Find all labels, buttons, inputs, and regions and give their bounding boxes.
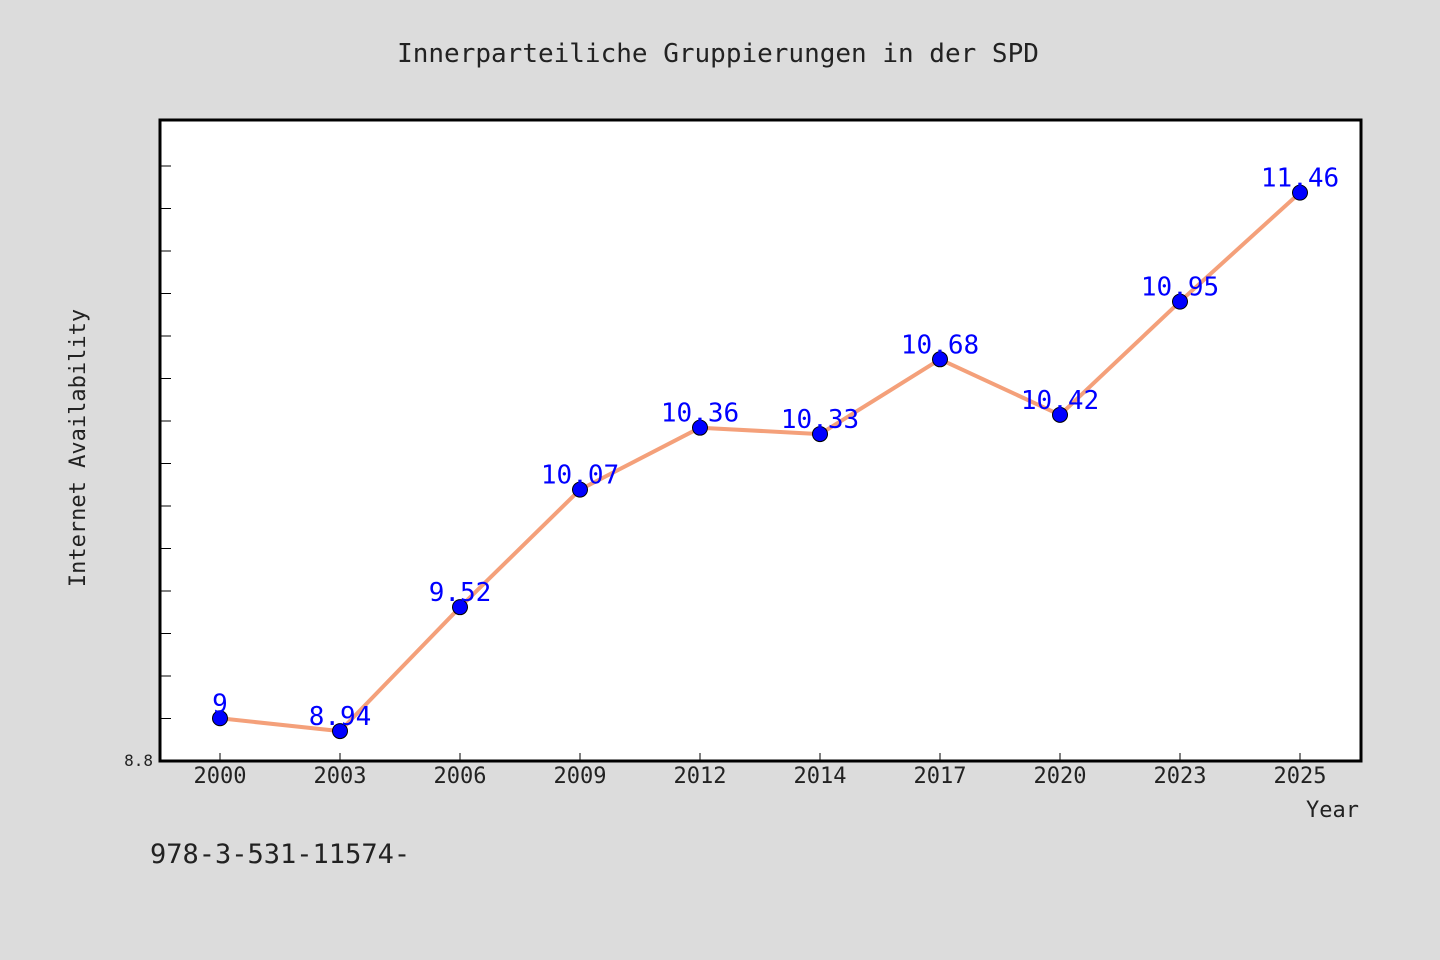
data-labels: 9 8.94 9.52 10.07 10.36 10.33 10.68 10.42 10.95 1…	[212, 164, 1339, 732]
footnote: 978-3-531-11574-	[150, 839, 410, 870]
chart-title: Innerparteiliche Gruppierungen in der SP…	[397, 39, 1039, 69]
x-tick-label: 2025	[1274, 764, 1327, 789]
x-tick-label: 2017	[914, 764, 967, 789]
data-label: 10.33	[781, 405, 859, 435]
x-tick-label: 2023	[1154, 764, 1207, 789]
x-axis-tick-labels: 2000 2003 2006 2009 2012 2014 2017 2020 2023 2025	[194, 764, 1327, 789]
data-label: 10.07	[541, 461, 619, 491]
data-label: 10.68	[901, 330, 979, 360]
data-point	[572, 481, 588, 498]
x-tick-label: 2020	[1034, 764, 1087, 789]
series-line	[218, 190, 1302, 734]
data-label: 10.36	[661, 399, 739, 429]
data-label: 9.52	[429, 578, 492, 608]
data-label: 11.46	[1261, 164, 1339, 194]
plot-area	[158, 118, 1363, 763]
x-tick-label: 2003	[314, 764, 367, 789]
x-tick-label: 2006	[434, 764, 487, 789]
x-axis-label: Year	[1306, 798, 1359, 823]
data-markers	[212, 184, 1308, 740]
x-axis-ticks	[219, 753, 1301, 761]
data-point	[1052, 406, 1068, 423]
data-point	[332, 723, 348, 740]
data-label: 10.42	[1021, 386, 1099, 416]
data-point	[812, 426, 828, 443]
data-point	[1172, 293, 1188, 310]
data-label: 10.95	[1141, 273, 1219, 303]
x-tick-label: 2014	[794, 764, 847, 789]
data-point	[452, 599, 468, 616]
x-tick-label: 2009	[554, 764, 607, 789]
data-point	[212, 710, 228, 727]
data-label: 9	[212, 689, 228, 719]
y-tick-label: 8.8	[124, 751, 153, 770]
x-tick-label: 2012	[674, 764, 727, 789]
x-tick-label: 2000	[194, 764, 247, 789]
data-point	[1292, 184, 1308, 201]
y-axis-label: Internet Availability	[66, 309, 91, 587]
data-label: 8.94	[309, 702, 372, 732]
y-axis-minor-ticks	[160, 165, 171, 762]
data-point	[932, 351, 948, 368]
data-point	[692, 419, 708, 436]
